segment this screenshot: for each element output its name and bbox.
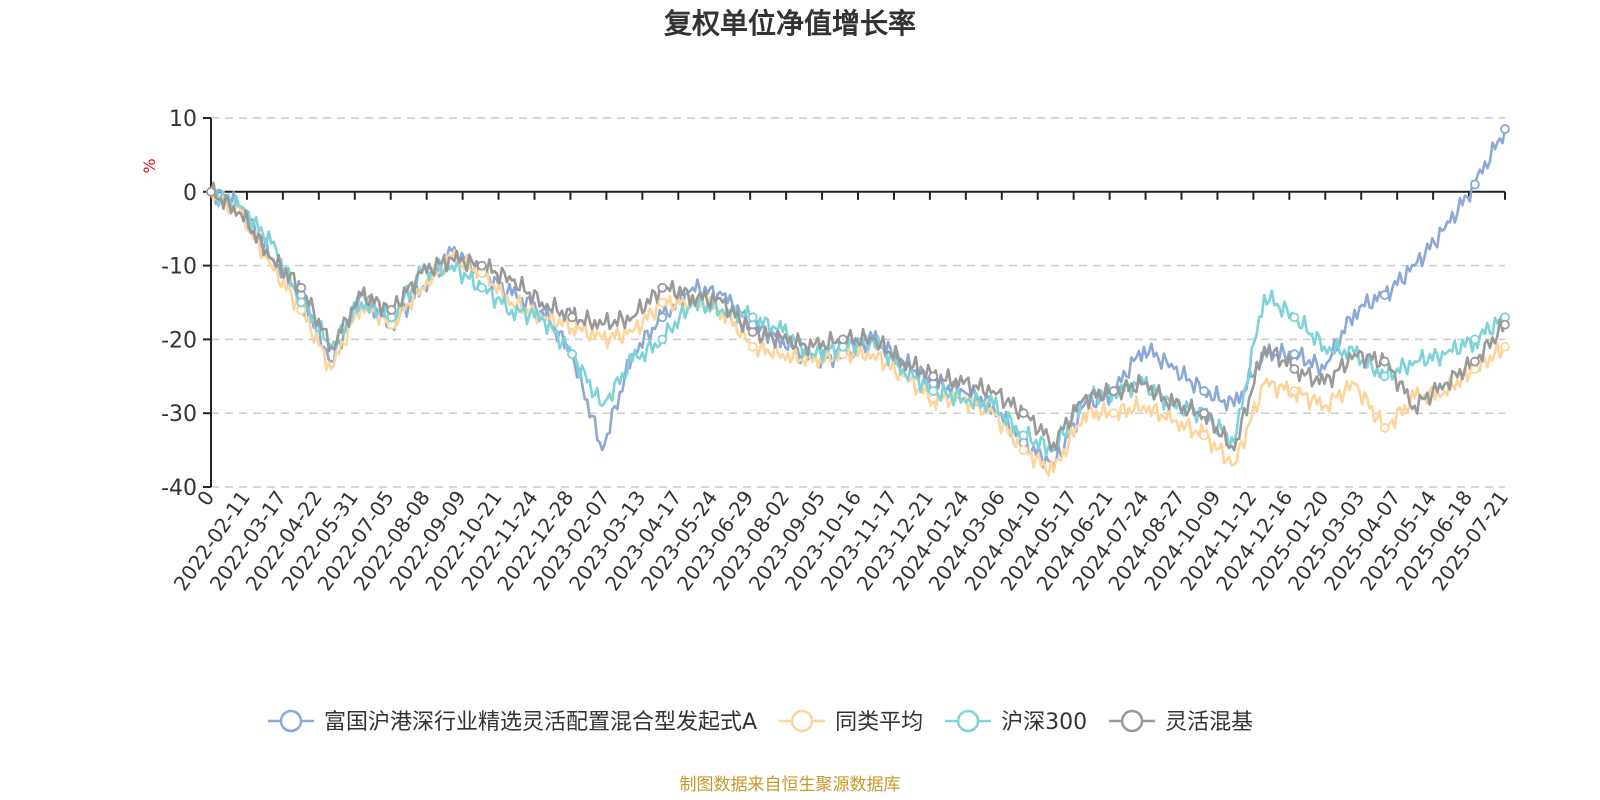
series-3-point-3 [296, 282, 307, 293]
series-2-point-27 [1018, 430, 1029, 441]
gridlines [211, 117, 1505, 488]
series-1-point-36 [1289, 386, 1300, 396]
series-3-point-18 [747, 327, 758, 337]
legend-item-0[interactable]: 富国沪港深行业精选灵活配置混合型发起式A [268, 709, 757, 735]
series-3-point-36 [1289, 364, 1300, 374]
series-0-point-15 [657, 312, 668, 323]
series-0-point-36 [1289, 349, 1300, 360]
series-2-point-36 [1289, 312, 1300, 323]
series-3-point-9 [476, 260, 487, 271]
series-2-point-15 [657, 334, 668, 345]
legend-marker-0 [279, 709, 303, 733]
series-0-point-33 [1199, 386, 1209, 396]
series-1-point-27 [1018, 445, 1029, 456]
legend-label-0: 富国沪港深行业精选灵活配置混合型发起式A [324, 710, 757, 735]
series-0-point-43 [1500, 124, 1510, 134]
series-3-point-21 [838, 334, 848, 345]
legend[interactable]: 富国沪港深行业精选灵活配置混合型发起式A 同类平均 沪深300 灵活混基 [268, 709, 1253, 735]
series-1-point-39 [1379, 423, 1390, 433]
series-2-point-42 [1470, 334, 1480, 345]
legend-label-2: 沪深300 [1001, 710, 1087, 735]
y-tick-label-2: -10 [161, 255, 197, 280]
series-3-point-33 [1199, 408, 1209, 419]
legend-item-3[interactable]: 灵活混基 [1109, 709, 1253, 735]
series-2-point-3 [296, 297, 307, 308]
series-lines [209, 128, 1507, 477]
series-1-point-15 [657, 297, 668, 308]
legend-marker-3 [1120, 709, 1144, 733]
series-3-point-6 [386, 304, 397, 315]
series-2-point-9 [476, 282, 487, 293]
chart-title: 复权单位净值增长率 [664, 7, 916, 40]
series-3-point-30 [1108, 386, 1119, 396]
source-note: 制图数据来自恒生聚源数据库 [680, 775, 901, 795]
series-1-point-30 [1108, 408, 1119, 419]
series-markers [206, 124, 1510, 456]
legend-marker-1 [790, 709, 814, 733]
series-2-point-18 [747, 312, 758, 323]
series-0-point-42 [1470, 179, 1480, 190]
series-3-point-39 [1379, 356, 1390, 367]
series-line-3 [209, 181, 1507, 452]
series-3-point-43 [1500, 319, 1510, 330]
series-1-point-18 [747, 341, 758, 352]
series-1-point-33 [1199, 430, 1209, 441]
series-3-point-0 [206, 186, 216, 197]
y-tick-label-5: -40 [161, 476, 197, 501]
series-3-point-12 [567, 312, 578, 323]
y-axis-unit: % [140, 158, 159, 173]
legend-item-2[interactable]: 沪深300 [945, 709, 1087, 735]
series-2-point-12 [567, 349, 578, 360]
x-tick-label-0: 0 [192, 486, 219, 510]
series-1-point-43 [1500, 341, 1510, 352]
y-tick-label-1: 0 [183, 181, 197, 206]
series-3-point-24 [928, 371, 939, 382]
legend-label-1: 同类平均 [835, 710, 923, 735]
y-tick-label-3: -20 [161, 328, 197, 353]
series-line-2 [210, 188, 1506, 457]
y-tick-label-4: -30 [161, 402, 197, 427]
series-3-point-15 [657, 282, 668, 293]
series-2-point-24 [928, 386, 939, 396]
series-line-1 [209, 190, 1507, 477]
series-2-point-39 [1379, 371, 1390, 382]
legend-marker-2 [956, 709, 980, 733]
y-tick-label-0: 10 [169, 107, 197, 132]
legend-label-3: 灵活混基 [1165, 710, 1253, 735]
series-0-point-39 [1379, 290, 1390, 301]
series-3-point-42 [1470, 356, 1480, 367]
series-line-0 [210, 128, 1507, 469]
series-3-point-27 [1018, 408, 1029, 419]
legend-item-1[interactable]: 同类平均 [779, 709, 923, 735]
